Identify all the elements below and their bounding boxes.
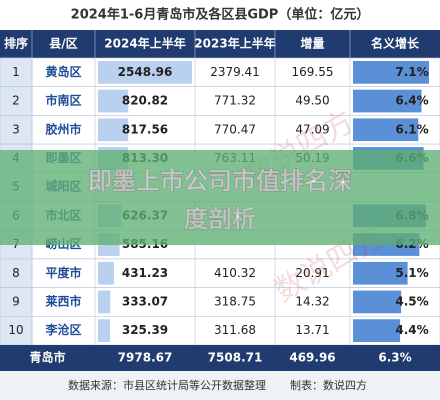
column-header: 县/区 — [49, 37, 77, 51]
data-bar — [98, 89, 129, 113]
h2023-cell: 770.47 — [214, 122, 256, 136]
h2024-cell: 325.39 — [122, 323, 168, 337]
data-bar — [353, 118, 419, 142]
total-delta: 469.96 — [289, 351, 335, 365]
column-header: 名义增长 — [371, 36, 420, 51]
delta-cell: 20.91 — [295, 266, 329, 280]
delta-cell: 13.71 — [295, 323, 329, 337]
data-bar — [353, 290, 402, 314]
overlay-title: 即墨上市公司市值排名深 — [88, 167, 352, 195]
data-bar — [98, 118, 129, 142]
data-bar — [353, 89, 422, 113]
total-row — [0, 345, 440, 371]
name-cell: 市南区 — [45, 93, 81, 108]
column-header: 增量 — [300, 36, 324, 51]
data-bar — [353, 261, 408, 285]
name-cell: 平度市 — [45, 265, 81, 280]
footer-source: 数据来源：市县区统计局等公开数据整理 — [68, 378, 266, 392]
delta-cell: 169.55 — [292, 65, 334, 79]
total-growth: 6.3% — [378, 351, 411, 365]
name-cell: 李沧区 — [44, 322, 81, 337]
growth-cell: 5.1% — [395, 266, 428, 280]
name-cell: 莱西市 — [45, 293, 81, 308]
data-bar — [98, 319, 110, 342]
growth-cell: 6.1% — [395, 122, 428, 136]
header-row — [0, 30, 440, 58]
delta-cell: 47.09 — [295, 122, 329, 136]
footer-author: 制表：数说四方 — [290, 378, 367, 392]
rank-cell: 3 — [12, 122, 20, 136]
growth-cell: 4.5% — [395, 294, 428, 308]
overlay-title: 度剖析 — [184, 205, 256, 233]
rank-cell: 2 — [12, 94, 20, 108]
total-h2023: 7508.71 — [208, 351, 263, 365]
column-header: 排序 — [4, 36, 28, 51]
h2023-cell: 410.32 — [214, 266, 256, 280]
data-bar — [98, 261, 114, 285]
rank-cell: 1 — [12, 65, 20, 79]
footer-bg — [0, 371, 440, 400]
total-name: 青岛市 — [29, 350, 65, 365]
column-header: 2023年上半年 — [194, 36, 275, 51]
h2024-cell: 820.82 — [122, 94, 168, 108]
h2023-cell: 318.75 — [214, 294, 256, 308]
h2024-cell: 431.23 — [122, 266, 168, 280]
name-cell: 胶州市 — [45, 121, 81, 136]
h2023-cell: 311.68 — [214, 323, 256, 337]
delta-cell: 49.50 — [295, 94, 329, 108]
growth-cell: 6.4% — [395, 94, 428, 108]
h2023-cell: 2379.41 — [210, 65, 260, 79]
h2024-cell: 817.56 — [122, 122, 168, 136]
h2024-cell: 2548.96 — [118, 65, 173, 79]
overlay-band — [0, 150, 440, 245]
total-h2024: 7978.67 — [118, 351, 173, 365]
data-bar — [353, 319, 401, 342]
data-bar — [98, 290, 111, 314]
rank-cell: 10 — [8, 323, 23, 337]
column-header: 2024年上半年 — [104, 36, 185, 51]
data-bar — [98, 61, 192, 84]
title: 2024年1-6月青岛市及各区县GDP（单位：亿元） — [71, 7, 370, 23]
growth-cell: 4.4% — [395, 323, 428, 337]
rank-cell: 8 — [12, 266, 20, 280]
delta-cell: 14.32 — [295, 294, 329, 308]
growth-cell: 7.1% — [395, 65, 428, 79]
data-bar — [353, 61, 429, 84]
h2023-cell: 771.32 — [214, 94, 256, 108]
rank-cell — [0, 315, 33, 346]
h2024-cell: 333.07 — [122, 294, 168, 308]
rank-cell — [0, 287, 33, 317]
name-cell: 黄岛区 — [45, 64, 81, 79]
rank-cell: 9 — [12, 294, 20, 308]
